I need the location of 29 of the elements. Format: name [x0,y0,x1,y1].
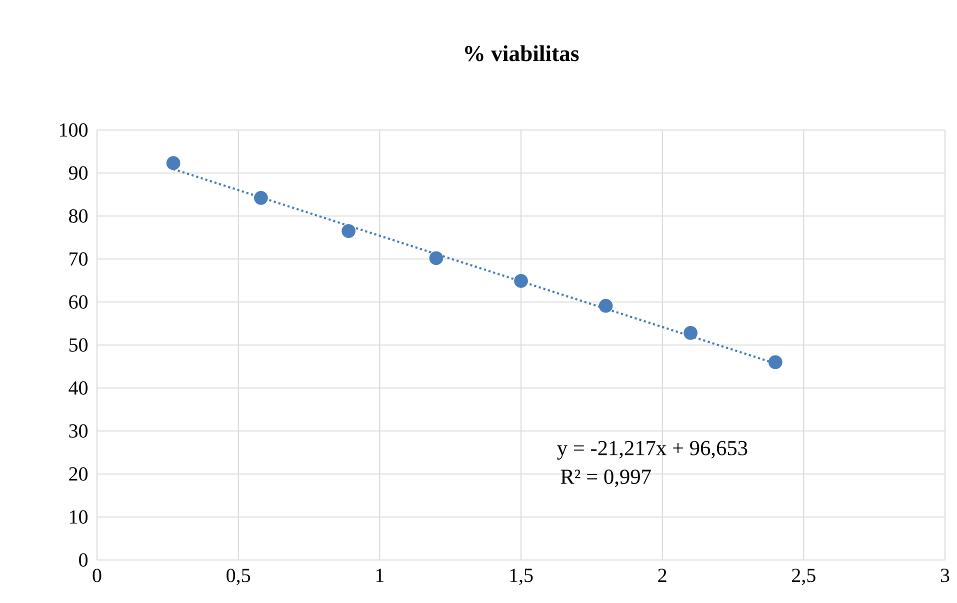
chart-title: % viabilitas [465,45,579,62]
annotation: y = -21,217x + 96,653 [557,440,748,460]
point [514,274,528,288]
y-tick-label: 60 [69,295,88,309]
x-tick-label: 0 [92,568,102,582]
y-tick-label: 20 [69,467,88,481]
x-tick-label: 3 [940,568,950,582]
point [342,224,356,238]
y-tick-label: 90 [68,166,88,180]
y-tick-label: 40 [68,381,88,395]
point [768,355,782,370]
point [598,298,613,313]
point [429,251,444,266]
x-tick-label: 1 [376,568,384,582]
y-tick-label: 100 [60,123,88,137]
y-tick-label: 10 [70,510,88,524]
x-tick-label: 0,5 [226,568,250,586]
y-tick-label: 80 [69,209,88,223]
point [684,326,698,340]
annotation: R² = 0,997 [560,470,651,488]
point [166,156,180,170]
x-tick-label: 2 [658,568,666,582]
y-tick-label: 70 [70,252,88,266]
x-tick-label: 2,5 [792,568,816,586]
point [254,190,268,205]
y-tick-label: 0 [79,553,88,567]
y-tick-label: 50 [69,338,88,352]
x-tick-label: 1,5 [510,568,533,585]
y-tick-label: 30 [69,424,88,438]
